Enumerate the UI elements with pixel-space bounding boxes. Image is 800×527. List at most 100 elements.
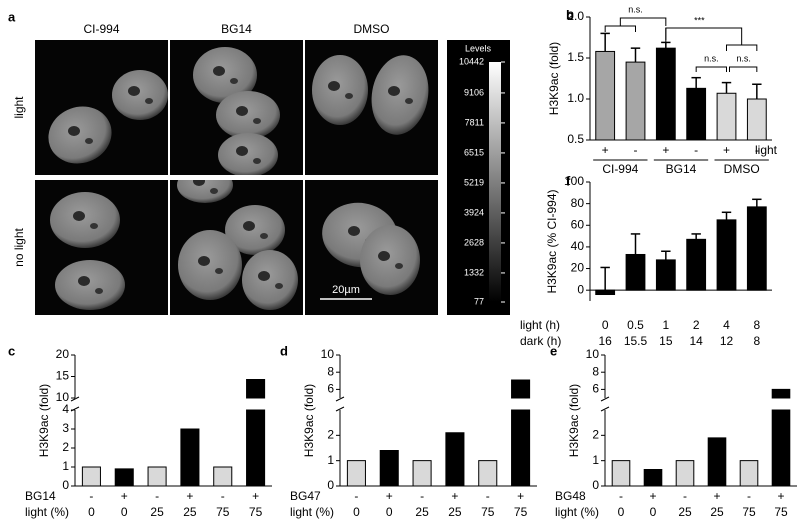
row-value: 0 (650, 505, 657, 519)
significance: *** (694, 15, 705, 25)
colorbar-tick-label: 2628 (464, 237, 484, 247)
bar (114, 468, 134, 487)
significance: n.s. (628, 4, 643, 14)
nuclei (48, 70, 168, 164)
row-value: 25 (678, 505, 692, 519)
nuclei (312, 55, 429, 135)
row-label: light (%) (25, 505, 69, 519)
nucleolus (128, 86, 140, 96)
y-axis-label: H3K9ac (fold) (567, 384, 581, 457)
nucleolus (378, 251, 390, 261)
row-label: light (h) (520, 318, 560, 332)
row-value: 25 (415, 505, 429, 519)
bar (595, 50, 616, 141)
error-bar (630, 47, 641, 63)
nucleolus (78, 276, 90, 286)
group-label: BG14 (666, 162, 697, 176)
nucleus (178, 230, 242, 300)
bracket (695, 66, 727, 72)
row-label: BG14 (25, 489, 56, 503)
row-value: 0.5 (627, 318, 644, 332)
bar (739, 460, 759, 487)
panel-label: a (8, 9, 16, 24)
nuclei (177, 180, 298, 310)
nucleus (312, 55, 368, 125)
error-bar (721, 211, 732, 220)
y-tick-label: 2 (327, 428, 334, 442)
significance: n.s. (736, 53, 751, 63)
y-tick-label: 40 (571, 239, 585, 253)
panel-label: f (566, 173, 571, 188)
y-tick-label: 80 (571, 196, 585, 210)
row-value: 14 (689, 334, 703, 348)
colorbar-tick-label: 7811 (465, 117, 484, 127)
panel-label: c (8, 343, 15, 358)
nucleolus (193, 180, 205, 186)
row-value: 8 (753, 318, 760, 332)
y-tick-label: 15 (56, 369, 70, 383)
y-tick-label: 0.5 (567, 132, 584, 146)
axis-break (600, 396, 610, 412)
nucleolus (348, 226, 360, 236)
nucleus (218, 133, 278, 175)
bar (643, 469, 663, 487)
row-label: dark (h) (520, 334, 561, 348)
colorbar-tick-label: 9106 (464, 87, 484, 97)
row-value: + (723, 143, 730, 157)
row-value: 0 (386, 505, 393, 519)
bar (746, 206, 767, 291)
colorbar-tick-label: 3924 (464, 207, 484, 217)
bar (478, 460, 498, 487)
error-bar (691, 233, 701, 240)
row-value: - (619, 489, 623, 503)
row-value: 12 (720, 334, 734, 348)
row-value: + (662, 143, 669, 157)
error-bar (600, 266, 610, 295)
nucleus (50, 192, 120, 248)
row-title: light (12, 96, 26, 119)
y-tick-label: 10 (56, 390, 70, 404)
y-axis-label: H3K9ac (fold) (37, 384, 51, 457)
row-value: 0 (353, 505, 360, 519)
column-title: DMSO (354, 22, 390, 36)
y-axis-label: H3K9ac (fold) (302, 384, 316, 457)
row-value: 0 (121, 505, 128, 519)
error-bar (721, 81, 732, 94)
row-value: + (602, 143, 609, 157)
y-tick-label: 2 (62, 440, 69, 454)
bar (746, 98, 767, 141)
row-value: 75 (216, 505, 230, 519)
nucleus (371, 55, 429, 135)
row-value: + (713, 489, 720, 503)
bracket (726, 44, 758, 51)
bar (445, 432, 465, 487)
error-bar (691, 76, 701, 89)
bar (675, 460, 695, 487)
row-value: 1 (662, 318, 669, 332)
bar (213, 466, 233, 487)
row-value: 75 (774, 505, 788, 519)
row-value: 2 (693, 318, 700, 332)
nucleus (193, 47, 257, 103)
nucleolus (90, 223, 98, 229)
row-label: light (%) (555, 505, 599, 519)
row-value: - (354, 489, 358, 503)
scale-bar-label: 20µm (332, 284, 360, 296)
colorbar-tick-label: 1332 (464, 267, 484, 277)
row-value: - (683, 489, 687, 503)
row-value: 0 (88, 505, 95, 519)
nucleolus (260, 233, 268, 239)
row-value: - (634, 143, 638, 157)
y-tick-label: 0 (577, 282, 584, 296)
colorbar-tick-label: 77 (474, 296, 484, 306)
y-tick-label: 8 (592, 364, 599, 378)
row-value: - (221, 489, 225, 503)
nucleolus (253, 158, 261, 164)
nucleus (225, 205, 285, 255)
y-tick-label: 0 (592, 478, 599, 492)
y-tick-label: 4 (62, 402, 69, 416)
y-tick-label: 6 (327, 382, 334, 396)
nucleus (112, 70, 168, 120)
bracket (604, 25, 636, 32)
y-tick-label: 1.0 (567, 91, 584, 105)
